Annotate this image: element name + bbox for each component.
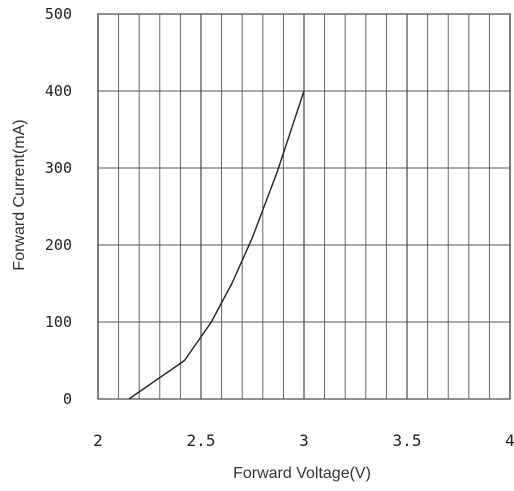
y-tick-label: 0 [63, 390, 72, 408]
x-tick-label: 3.5 [393, 431, 422, 450]
y-tick-labels: 0 100 200 300 400 500 [45, 5, 72, 408]
y-tick-label: 400 [45, 82, 72, 100]
plot-border [97, 13, 511, 400]
grid [97, 13, 511, 400]
x-axis-title: Forward Voltage(V) [233, 465, 371, 482]
y-tick-label: 500 [45, 5, 72, 23]
x-tick-label: 4 [505, 431, 514, 450]
series-group [128, 90, 305, 400]
y-axis-title: Forward Current(mA) [11, 119, 28, 270]
y-tick-label: 100 [45, 313, 72, 331]
series-line [128, 90, 305, 400]
x-tick-labels: 2 2.5 3 3.5 4 [93, 431, 514, 450]
x-tick-label: 2.5 [187, 431, 216, 450]
y-tick-label: 200 [45, 236, 72, 254]
x-tick-label: 2 [93, 431, 103, 450]
x-tick-label: 3 [299, 431, 309, 450]
y-tick-label: 300 [45, 159, 72, 177]
